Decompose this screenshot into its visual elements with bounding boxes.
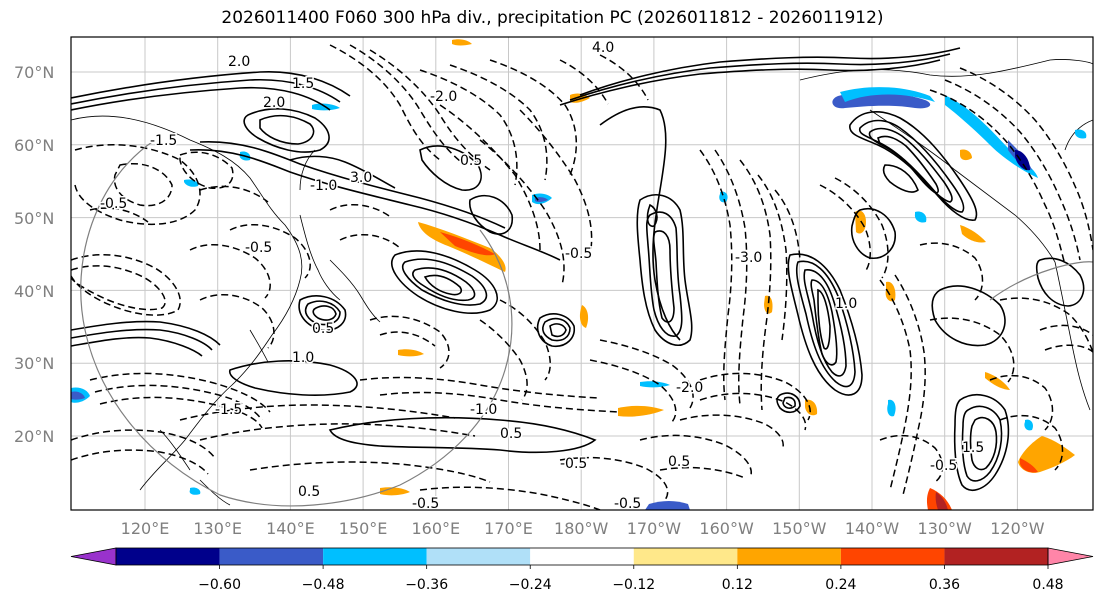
lon-label: 120°W bbox=[990, 519, 1045, 538]
lat-label: 70°N bbox=[14, 63, 54, 82]
contour-label: -0.5 bbox=[930, 458, 957, 474]
colorbar-tick-label: −0.24 bbox=[509, 577, 552, 593]
contour-label: -0.5 bbox=[412, 496, 439, 512]
lon-label: 130°E bbox=[193, 519, 242, 538]
colorbar-tick-label: −0.60 bbox=[198, 577, 241, 593]
contour-label: -1.5 bbox=[215, 402, 242, 418]
lat-label: 50°N bbox=[14, 209, 54, 228]
contour-label: 1.0 bbox=[835, 296, 857, 312]
contour-label: -3.0 bbox=[735, 250, 762, 266]
contour-label: 1.5 bbox=[962, 440, 984, 456]
dashed-contours bbox=[71, 44, 1093, 510]
colorbar-swatch bbox=[633, 548, 738, 565]
reference-arcs bbox=[80, 139, 1093, 507]
lon-label: 180°W bbox=[554, 519, 609, 538]
contour-label: -2.0 bbox=[676, 380, 703, 396]
lat-label: 60°N bbox=[14, 136, 54, 155]
colorbar-tick-label: −0.48 bbox=[302, 577, 345, 593]
colorbar-swatch bbox=[116, 548, 220, 565]
contour-label: -0.5 bbox=[614, 496, 641, 512]
colorbar-outline bbox=[115, 547, 1049, 566]
lon-label: 140°W bbox=[845, 519, 900, 538]
colorbar-swatch bbox=[426, 548, 531, 565]
map-title: 2026011400 F060 300 hPa div., precipitat… bbox=[221, 8, 884, 28]
colorbar-extend-high bbox=[1047, 547, 1094, 566]
colorbar-tick-label: −0.36 bbox=[405, 577, 448, 593]
colorbar-swatch bbox=[840, 548, 945, 565]
colorbar-tick-label: 0.24 bbox=[825, 577, 856, 593]
colorbar-tick-label: 0.12 bbox=[722, 577, 753, 593]
contour-label: 0.5 bbox=[298, 484, 320, 500]
colorbar-tick-label: 0.48 bbox=[1032, 577, 1063, 593]
contour-label: 3.0 bbox=[350, 170, 372, 186]
lon-label: 170°E bbox=[484, 519, 533, 538]
lat-label: 20°N bbox=[14, 427, 54, 446]
colorbar-tick-label: 0.36 bbox=[929, 577, 960, 593]
map-panel bbox=[71, 37, 1093, 510]
contour-label: 2.0 bbox=[263, 95, 285, 111]
contour-label: -1.0 bbox=[310, 178, 337, 194]
contour-label: -0.5 bbox=[245, 240, 272, 256]
precip-shading bbox=[71, 39, 1087, 510]
contour-label: 1.5 bbox=[292, 76, 314, 92]
colorbar-swatch bbox=[944, 548, 1048, 565]
lat-label: 30°N bbox=[14, 354, 54, 373]
lon-label: 160°E bbox=[411, 519, 460, 538]
lon-label: 150°W bbox=[772, 519, 827, 538]
contour-label: 0.5 bbox=[668, 454, 690, 470]
colorbar-swatch bbox=[323, 548, 427, 565]
colorbar-swatch bbox=[737, 548, 841, 565]
coastlines bbox=[71, 59, 1093, 506]
contour-label: -0.5 bbox=[560, 456, 587, 472]
contour-label: -1.5 bbox=[150, 133, 177, 149]
contour-label: -0.5 bbox=[100, 196, 127, 212]
contour-label: 0.5 bbox=[312, 321, 334, 337]
lon-label: 170°W bbox=[627, 519, 682, 538]
contour-label: -0.5 bbox=[565, 246, 592, 262]
contour-label: 4.0 bbox=[592, 40, 614, 56]
colorbar-swatch bbox=[530, 548, 634, 565]
map-frame bbox=[70, 36, 1094, 511]
contour-label: 0.5 bbox=[460, 153, 482, 169]
lat-label: 40°N bbox=[14, 282, 54, 301]
colorbar: −0.60 −0.48 −0.36 −0.24 −0.12 0.12 0.24 0.36 0.4… bbox=[70, 547, 1094, 593]
contour-label: -1.0 bbox=[470, 402, 497, 418]
colorbar-swatch bbox=[219, 548, 324, 565]
colorbar-extend-low bbox=[70, 547, 117, 566]
lon-label: 160°W bbox=[699, 519, 754, 538]
longitude-labels: 120°E 130°E 140°E 150°E 160°E 170°E 180°W 170°W… bbox=[121, 519, 1045, 538]
solid-contours bbox=[71, 47, 1085, 491]
colorbar-tick-label: −0.12 bbox=[612, 577, 655, 593]
lon-label: 130°W bbox=[918, 519, 973, 538]
contour-label: 1.0 bbox=[292, 350, 314, 366]
contour-label: -2.0 bbox=[430, 89, 457, 105]
contour-label: 0.5 bbox=[500, 426, 522, 442]
contour-label: 2.0 bbox=[228, 54, 250, 70]
latitude-labels: 70°N 60°N 50°N 40°N 30°N 20°N bbox=[14, 63, 54, 446]
lon-label: 150°E bbox=[339, 519, 388, 538]
lon-label: 140°E bbox=[266, 519, 315, 538]
contour-labels: 4.0 2.0 1.5 -0.5 -1.0 -1.5 -2.0 3.0 -3.0… bbox=[99, 39, 986, 512]
lon-label: 120°E bbox=[121, 519, 170, 538]
